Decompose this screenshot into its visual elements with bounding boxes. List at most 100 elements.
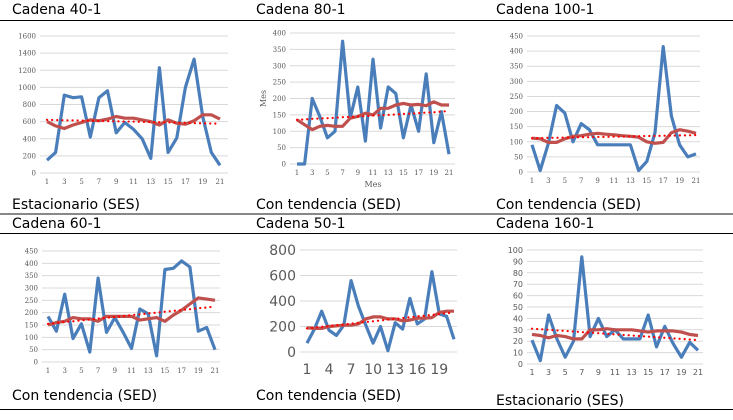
y-tick-label: 0 (519, 169, 523, 177)
x-tick-label: 3 (62, 367, 66, 375)
chart-title-cadena-60-1: Cadena 60-1 (12, 216, 102, 232)
x-tick-label: 17 (659, 177, 668, 185)
y-tick-label: 1000 (18, 84, 36, 92)
x-tick-label: 10 (364, 362, 382, 378)
y-tick-label: 0 (287, 345, 296, 361)
x-tick-label: 19 (676, 368, 686, 377)
y-tick-label: 30 (513, 326, 523, 335)
y-tick-label: 400 (25, 260, 38, 268)
series-line-demanda (530, 45, 697, 173)
y-tick-label: 400 (269, 294, 296, 310)
series-line-demanda (297, 39, 451, 166)
x-tick-label: 17 (414, 169, 423, 177)
chart-title-cadena-80-1: Cadena 80-1 (256, 2, 346, 18)
y-tick-label: 250 (273, 79, 286, 87)
y-tick-label: 350 (510, 63, 523, 71)
chart-caption-cadena-100-1: Con tendencia (SED) (496, 197, 642, 213)
x-tick-label: 13 (144, 367, 153, 375)
x-tick-label: 3 (62, 178, 66, 186)
y-tick-label: 1200 (18, 67, 36, 75)
x-tick-label: 19 (194, 367, 203, 375)
x-tick-label: 15 (164, 178, 173, 186)
x-tick-label: 15 (160, 367, 169, 375)
line-chart-cadena-50-1: 0 200 400 600 800 1 4 7 10 13 16 19 (269, 243, 457, 378)
x-tick-label: 13 (626, 177, 635, 185)
x-tick-label: 19 (429, 169, 438, 177)
y-tick-label: 200 (273, 95, 286, 103)
y-tick-label: 250 (25, 297, 38, 305)
x-tick-label: 11 (610, 177, 619, 185)
series-line-demanda (46, 259, 217, 358)
y-tick-label: 400 (273, 30, 286, 38)
y-tick-label: 250 (510, 93, 523, 101)
x-tick-label: 16 (408, 362, 426, 378)
chart-title-cadena-40-1: Cadena 40-1 (12, 2, 102, 18)
x-tick-label: 9 (356, 169, 360, 177)
y-tick-label: 0 (282, 161, 286, 169)
trendline (45, 118, 222, 125)
x-tick-label: 5 (563, 368, 568, 377)
trendline (530, 327, 700, 342)
x-tick-label: 7 (96, 367, 100, 375)
y-tick-label: 300 (25, 285, 38, 293)
y-tick-label: 400 (510, 48, 523, 56)
y-tick-label: 40 (513, 314, 523, 323)
x-tick-label: 5 (79, 178, 83, 186)
y-tick-label: 300 (273, 62, 286, 70)
x-tick-label: 19 (430, 362, 448, 378)
x-tick-label: 9 (595, 177, 599, 185)
y-tick-label: 70 (513, 280, 523, 289)
y-tick-label: 300 (510, 78, 523, 86)
y-tick-label: 200 (269, 320, 296, 336)
x-tick-label: 7 (340, 169, 344, 177)
y-tick-label: 100 (273, 128, 286, 136)
y-tick-label: 0 (518, 360, 523, 369)
y-tick-label: 50 (277, 144, 286, 152)
series-line-demanda (45, 57, 222, 167)
y-tick-label: 20 (513, 337, 523, 346)
x-tick-label: 13 (386, 362, 404, 378)
x-tick-label: 7 (97, 178, 101, 186)
x-tick-label: 11 (129, 178, 138, 186)
trendline (305, 311, 456, 330)
y-tick-label: 450 (25, 248, 38, 256)
header-divider (0, 20, 733, 21)
y-tick-label: 100 (510, 138, 523, 146)
y-tick-label: 90 (513, 257, 523, 266)
x-tick-label: 13 (146, 178, 155, 186)
x-tick-label: 19 (675, 177, 684, 185)
x-tick-label: 5 (563, 177, 567, 185)
bottom-divider (0, 409, 733, 410)
chart-caption-cadena-80-1: Con tendencia (SED) (256, 197, 402, 213)
x-tick-label: 7 (579, 368, 584, 377)
x-tick-label: 11 (369, 169, 378, 177)
chart-title-cadena-50-1: Cadena 50-1 (256, 216, 346, 232)
y-axis-title: Mes (259, 90, 268, 107)
x-tick-label: 17 (660, 368, 670, 377)
chart-caption-cadena-40-1: Estacionario (SES) (12, 197, 141, 213)
y-tick-label: 100 (508, 246, 523, 255)
y-tick-label: 100 (25, 334, 38, 342)
x-tick-label: 21 (693, 368, 703, 377)
x-tick-label: 9 (596, 368, 601, 377)
y-tick-label: 200 (25, 309, 38, 317)
x-tick-label: 1 (303, 362, 312, 378)
series-line-demanda (305, 270, 456, 353)
x-tick-label: 11 (127, 367, 136, 375)
x-tick-label: 9 (114, 178, 118, 186)
x-tick-label: 1 (46, 367, 50, 375)
x-tick-label: 3 (546, 368, 551, 377)
x-tick-label: 5 (325, 169, 329, 177)
x-tick-label: 11 (610, 368, 620, 377)
y-tick-label: 200 (510, 108, 523, 116)
x-tick-label: 15 (399, 169, 408, 177)
x-axis-title: Mes (364, 180, 381, 189)
y-tick-label: 150 (510, 123, 523, 131)
y-tick-label: 150 (273, 111, 286, 119)
y-tick-label: 150 (25, 322, 38, 330)
